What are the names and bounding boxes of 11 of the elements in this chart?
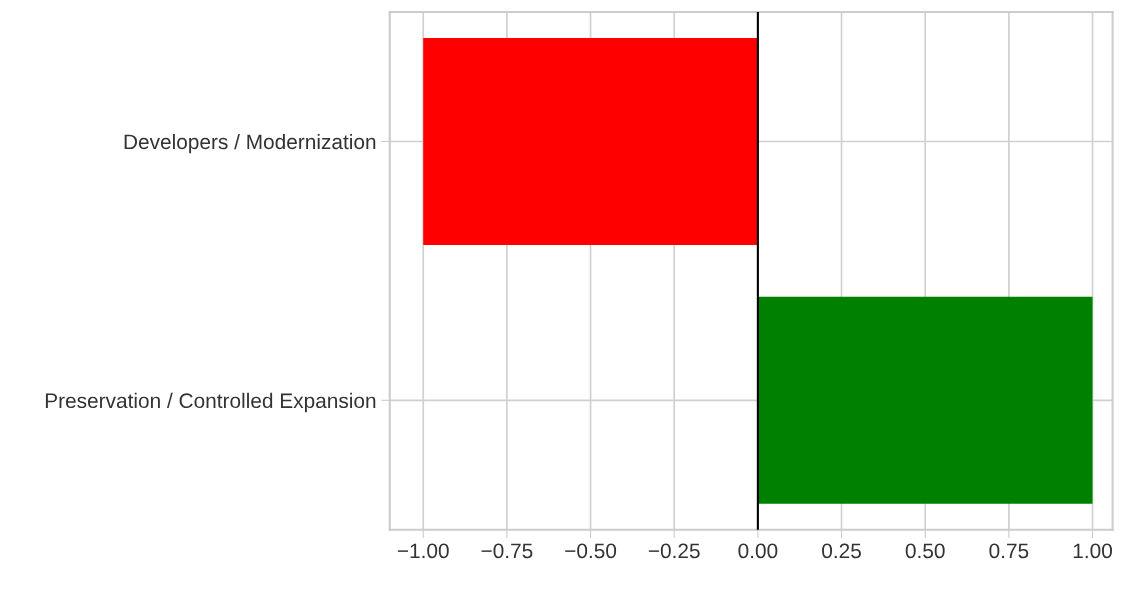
x-tick-label: 0.50 [905, 543, 945, 559]
y-tick-label: Preservation / Controlled Expansion [45, 392, 376, 413]
y-tick-label: Developers / Modernization [124, 133, 376, 154]
x-tick-label: 0.00 [738, 543, 778, 559]
x-tick-label: −1.00 [397, 543, 449, 559]
x-tick-label: 0.25 [822, 543, 861, 559]
x-tick-label: −0.25 [648, 543, 700, 559]
x-tick-label: 1.00 [1073, 543, 1112, 559]
x-tick-label: −0.75 [481, 543, 533, 559]
x-tick-label: −0.50 [565, 543, 617, 559]
x-tick-label: 0.75 [989, 543, 1029, 559]
